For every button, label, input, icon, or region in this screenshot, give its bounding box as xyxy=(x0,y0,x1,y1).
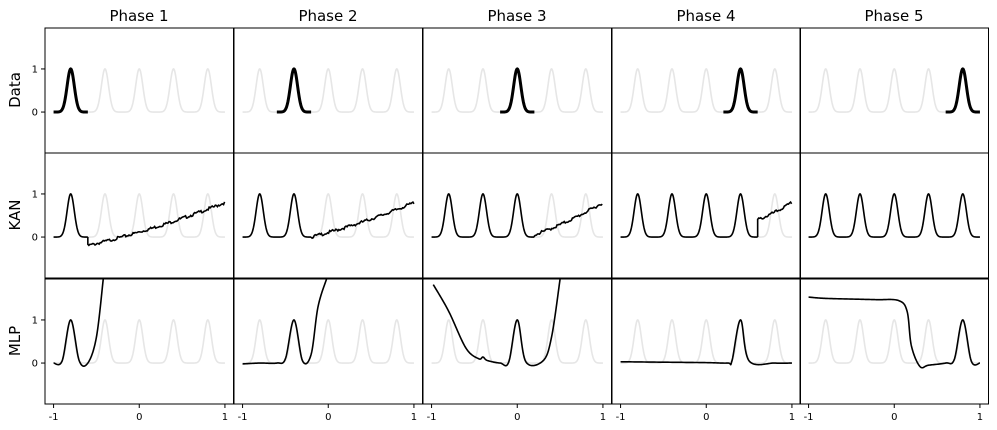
x-tick-label: 1 xyxy=(600,412,606,423)
x-tick-label: 1 xyxy=(411,412,417,423)
x-tick-label: 0 xyxy=(325,412,331,423)
panel-frame-1-3 xyxy=(422,27,612,154)
y-tick-label: 1 xyxy=(32,315,38,326)
kan-fit-tail xyxy=(533,203,603,238)
kan-fit-peaks xyxy=(242,193,312,238)
row-label-data: Data xyxy=(6,72,24,108)
mlp-fit xyxy=(432,279,561,367)
kan-fit-tail xyxy=(756,200,793,238)
row-label-kan: KAN xyxy=(6,199,24,230)
background-curve xyxy=(242,319,414,364)
panel-mlp-4 xyxy=(620,319,792,366)
panel-frame-2-1 xyxy=(44,152,234,279)
phase-title-2: Phase 2 xyxy=(298,7,357,25)
background-curve xyxy=(431,319,603,364)
kan-fit-peaks xyxy=(808,193,980,238)
panel-frame-3-3 xyxy=(422,278,612,405)
mlp-fit xyxy=(808,296,980,369)
panel-frame-1-5 xyxy=(799,27,989,154)
panel-frame-3-4 xyxy=(611,278,801,405)
panel-frame-2-3 xyxy=(422,152,612,279)
background-curve xyxy=(53,193,225,238)
row-label-mlp: MLP xyxy=(6,326,24,356)
background-curve xyxy=(242,193,414,238)
panel-kan-3 xyxy=(431,193,603,238)
mlp-fit xyxy=(53,279,105,367)
x-tick-label: -1 xyxy=(49,412,59,423)
background-curve xyxy=(620,68,792,113)
panel-kan-1 xyxy=(53,193,226,247)
x-tick-label: -1 xyxy=(427,412,437,423)
panel-mlp-2 xyxy=(242,279,414,365)
panel-mlp-3 xyxy=(431,279,603,367)
background-curve xyxy=(53,319,225,364)
x-tick-label: 1 xyxy=(977,412,983,423)
data-series xyxy=(53,67,88,114)
panel-data-2 xyxy=(242,67,414,114)
panel-frame-1-4 xyxy=(611,27,801,154)
kan-fit-peaks xyxy=(431,193,535,238)
panel-kan-5 xyxy=(808,193,980,238)
curves xyxy=(53,67,980,369)
kan-fit-tail xyxy=(310,201,415,240)
mlp-fit xyxy=(620,319,792,366)
row-labels: Data KAN MLP xyxy=(6,72,24,356)
panel-frame-1-2 xyxy=(233,27,423,154)
panel-data-3 xyxy=(431,67,603,114)
panel-frames xyxy=(44,27,989,405)
x-tick-label: -1 xyxy=(616,412,626,423)
kan-fit-peaks xyxy=(620,193,758,238)
panel-kan-4 xyxy=(620,193,793,238)
background-curve xyxy=(808,319,980,364)
phase-titles: Phase 1 Phase 2 Phase 3 Phase 4 Phase 5 xyxy=(109,7,923,25)
x-tick-label: 0 xyxy=(136,412,142,423)
data-series xyxy=(945,67,980,114)
panel-frame-3-1 xyxy=(44,278,234,405)
x-tick-label: 1 xyxy=(222,412,228,423)
y-tick-label: 1 xyxy=(32,189,38,200)
x-tick-label: 0 xyxy=(703,412,709,423)
phase-title-5: Phase 5 xyxy=(864,7,923,25)
data-series xyxy=(276,67,312,114)
phase-title-3: Phase 3 xyxy=(487,7,546,25)
phase-title-1: Phase 1 xyxy=(109,7,168,25)
background-curve xyxy=(431,68,603,113)
phase-title-4: Phase 4 xyxy=(676,7,735,25)
panel-data-4 xyxy=(620,67,792,114)
data-series xyxy=(500,67,535,114)
mlp-fit xyxy=(242,279,328,365)
panel-frame-2-4 xyxy=(611,152,801,279)
panel-frame-2-2 xyxy=(233,152,423,279)
panel-data-1 xyxy=(53,67,225,114)
y-tick-label: 0 xyxy=(32,233,38,244)
kan-fit-tail xyxy=(87,201,226,247)
panel-frame-3-2 xyxy=(233,278,423,405)
panel-kan-2 xyxy=(242,193,415,240)
background-curve xyxy=(242,68,414,113)
x-tick-label: 1 xyxy=(789,412,795,423)
y-tick-label: 0 xyxy=(32,359,38,370)
background-curve xyxy=(620,319,792,364)
background-curve xyxy=(808,193,980,238)
panel-mlp-1 xyxy=(53,279,225,367)
background-curve xyxy=(620,193,792,238)
kan-fit-peaks xyxy=(53,193,88,238)
x-tick-label: -1 xyxy=(238,412,248,423)
x-tick-label: 0 xyxy=(891,412,897,423)
y-tick-label: 1 xyxy=(32,64,38,75)
y-tick-label: 0 xyxy=(32,108,38,119)
x-tick-label: 0 xyxy=(514,412,520,423)
data-series xyxy=(723,67,758,114)
panel-frame-2-5 xyxy=(799,152,989,279)
axis-ticks: 0 1 0 1 0 1 -1 0 1 -1 0 1 -1 0 1 -1 0 1 -1 0 1 xyxy=(32,64,983,423)
panel-mlp-5 xyxy=(808,296,980,369)
panel-data-5 xyxy=(808,67,980,114)
panel-frame-1-1 xyxy=(44,27,234,154)
x-tick-label: -1 xyxy=(804,412,814,423)
